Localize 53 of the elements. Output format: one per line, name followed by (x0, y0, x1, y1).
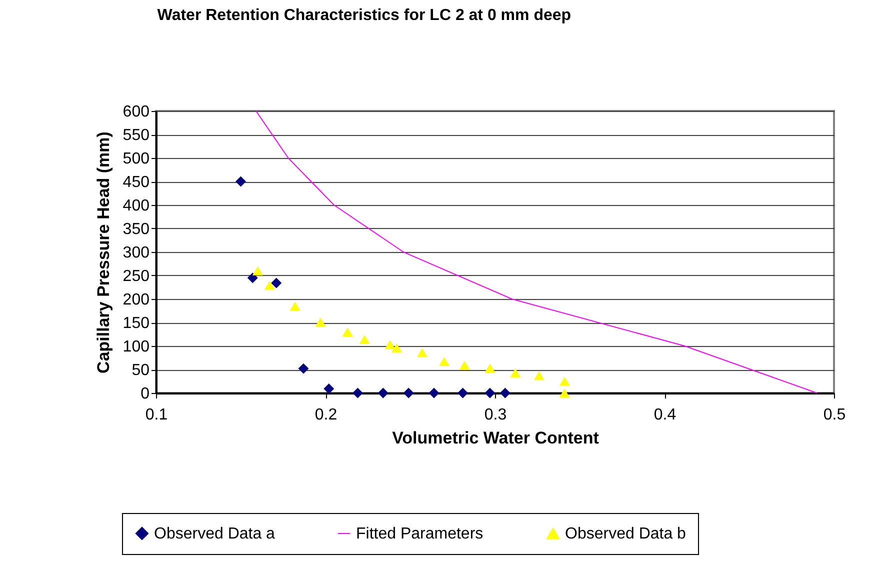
x-tick-label: 0.1 (145, 406, 168, 424)
y-axis-title: Capillary Pressure Head (mm) (94, 132, 113, 374)
point (342, 327, 353, 336)
x-tick-label: 0.2 (314, 406, 338, 424)
point (352, 388, 363, 398)
y-tick-label: 450 (122, 174, 150, 191)
point (403, 388, 414, 398)
point (484, 388, 496, 398)
y-tick-label: 0 (140, 386, 150, 402)
point (236, 176, 246, 187)
y-tick-label: 500 (122, 150, 150, 168)
y-tick-label: 100 (122, 338, 150, 356)
line-series (256, 110, 818, 394)
legend-label: Observed Data b (565, 526, 686, 542)
y-tick-label: 150 (122, 315, 150, 332)
x-axis-title: Volumetric Water Content (392, 428, 600, 448)
x-tick-label: 0.5 (823, 406, 846, 424)
point (559, 388, 570, 398)
x-tick-label: 0.4 (654, 406, 676, 424)
y-tick-label: 550 (122, 127, 150, 144)
x-tick-label: 0.3 (484, 406, 507, 424)
y-tick-label: 600 (122, 104, 150, 120)
y-tick-label: 400 (122, 198, 150, 214)
point (247, 272, 258, 284)
point (416, 348, 428, 358)
y-tick-label: 250 (122, 268, 150, 285)
legend-label: Observed Data a (154, 525, 276, 542)
point (459, 360, 470, 370)
point (315, 317, 326, 327)
point (384, 340, 396, 350)
point (559, 376, 570, 386)
y-tick-label: 200 (122, 292, 150, 308)
point (510, 368, 521, 378)
legend-label: Fitted Parameters (356, 526, 484, 542)
point (378, 388, 388, 398)
y-tick-label: 50 (132, 362, 150, 379)
point (252, 266, 263, 276)
chart-title: Water Retention Characteristics for LC 2 at 0 mm deep (157, 7, 572, 24)
point (290, 302, 300, 311)
point (264, 280, 275, 290)
y-tick-label: 300 (122, 244, 150, 262)
point (324, 384, 334, 394)
point (458, 388, 468, 398)
point (428, 388, 440, 398)
point (298, 363, 309, 374)
y-tick-label: 350 (122, 221, 150, 238)
point (271, 278, 282, 288)
point (500, 388, 510, 398)
point (359, 334, 370, 344)
point (391, 343, 402, 352)
point (484, 364, 496, 373)
point (534, 371, 544, 380)
point (438, 356, 450, 366)
